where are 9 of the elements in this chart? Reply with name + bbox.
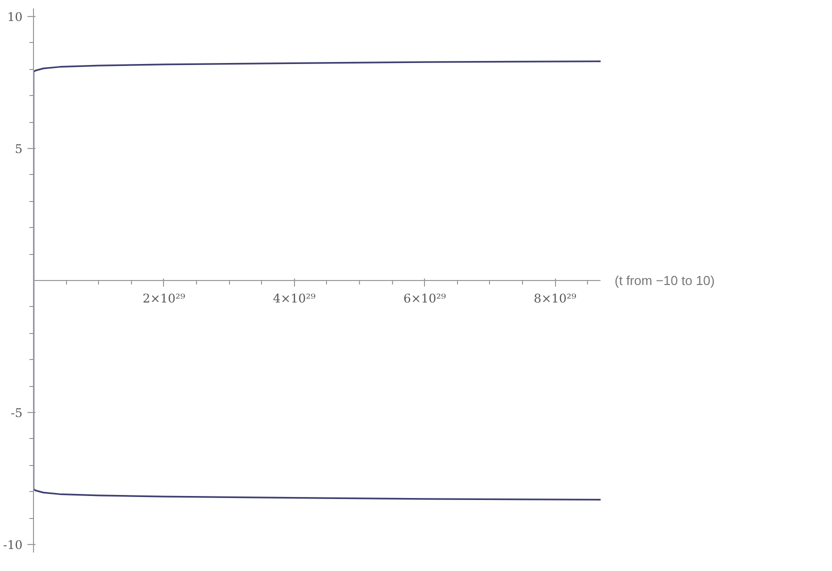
y-tick-label: 10 [7, 10, 23, 24]
y-tick-label: -5 [10, 406, 23, 420]
y-tick-label: 5 [14, 142, 23, 156]
x-tick-label: 6×10²⁹ [403, 292, 446, 306]
x-tick-label: 4×10²⁹ [272, 292, 316, 306]
y-tick-label: -10 [3, 538, 23, 552]
x-axis-title: (t from −10 to 10) [614, 273, 715, 288]
x-tick-label: 8×10²⁹ [534, 292, 576, 306]
x-tick-label: 2×10²⁹ [142, 292, 186, 306]
